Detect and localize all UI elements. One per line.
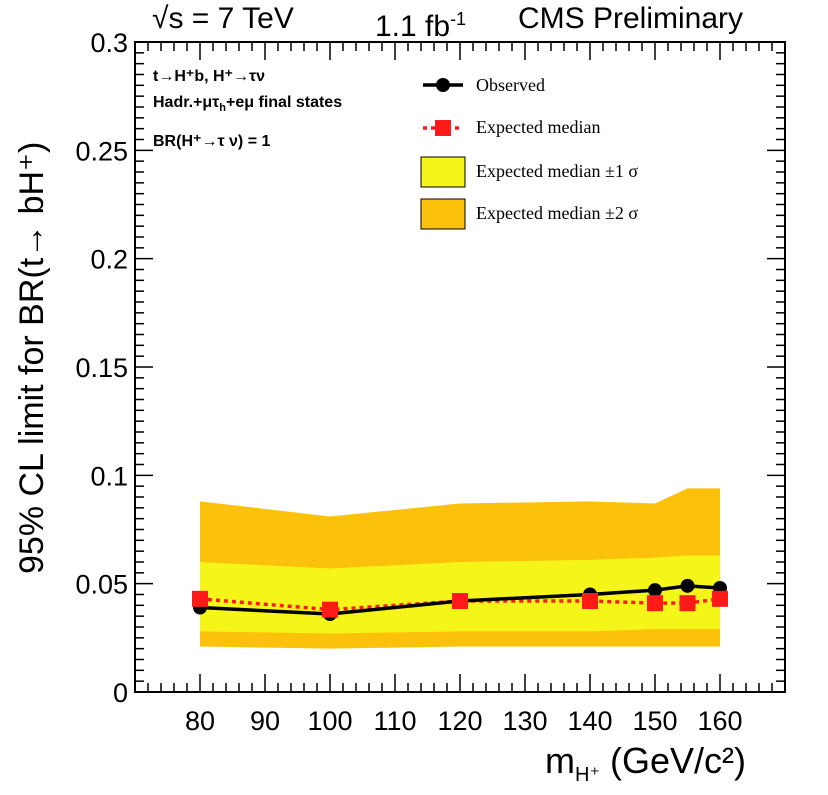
final-states-sub: h [219, 102, 227, 115]
x-tick-label: 140 [567, 706, 612, 736]
expected-point [679, 595, 696, 612]
legend-band1-swatch [420, 156, 466, 188]
x-axis-label: mH⁺ (GeV/c²) [545, 740, 746, 787]
expected-point [647, 595, 663, 612]
legend-band2-swatch [420, 198, 466, 230]
legend-band2-label: Expected median ±2 σ [476, 203, 639, 223]
x-tick-label: 110 [373, 706, 416, 736]
legend-expected-marker [435, 120, 451, 136]
expected-point [712, 590, 728, 607]
x-axis-symbol: m [545, 740, 575, 781]
lumi-label: 1.1 fb-1 [375, 0, 466, 46]
y-tick-label: 0.2 [90, 245, 128, 275]
y-tick-label: 0.15 [75, 353, 128, 383]
legend-observed-marker [436, 78, 450, 92]
legend-expected-label: Expected median [476, 117, 601, 137]
final-states-annotation: Hadr.+μτh+eμ final states [153, 94, 342, 114]
final-states-part2: +eμ final states [226, 94, 343, 111]
markers-group [192, 578, 728, 621]
energy-label: √s = 7 TeV [152, 2, 294, 35]
y-axis-label: 95% CL limit for BR(t→ bH⁺) [13, 141, 51, 574]
x-tick-label: 100 [307, 706, 352, 736]
bands-group [200, 488, 720, 649]
br-annotation: BR(H⁺→τ ν) = 1 [153, 133, 271, 150]
lumi-value: 1.1 fb [375, 10, 451, 43]
x-tick-label: 160 [697, 706, 742, 736]
process-annotation: t→H⁺b, H⁺→τν [153, 68, 266, 85]
x-axis-units: (GeV/c²) [610, 740, 747, 781]
expected-point [452, 593, 468, 609]
x-tick-label: 80 [185, 706, 215, 736]
legend-graphics [420, 78, 466, 230]
expected-point [322, 601, 338, 618]
legend-band1-label: Expected median ±1 σ [476, 161, 639, 181]
y-tick-label: 0.05 [75, 570, 128, 600]
x-tick-label: 130 [502, 706, 547, 736]
x-tick-label: 120 [437, 706, 482, 736]
axis-ticks [134, 41, 786, 693]
expected-point [192, 590, 208, 607]
legend-observed-label: Observed [476, 75, 545, 95]
tick-labels: 80 90 100 110 120 130 140 150 160 0 0.05 0.1 0.15 0.2… [75, 28, 742, 736]
x-tick-label: 150 [632, 706, 677, 736]
x-axis-subscript: H⁺ [575, 764, 600, 787]
y-tick-label: 0.25 [75, 136, 128, 166]
observed-point [648, 583, 662, 598]
y-tick-label: 0 [113, 678, 128, 708]
x-tick-label: 90 [250, 706, 280, 736]
expected-point [582, 593, 598, 609]
y-tick-label: 0.1 [90, 461, 128, 491]
experiment-label: CMS Preliminary [518, 2, 744, 35]
lumi-exponent: -1 [450, 9, 467, 29]
observed-point [680, 578, 695, 593]
final-states-part1: Hadr.+μτ [153, 94, 220, 111]
y-tick-label: 0.3 [90, 28, 128, 58]
